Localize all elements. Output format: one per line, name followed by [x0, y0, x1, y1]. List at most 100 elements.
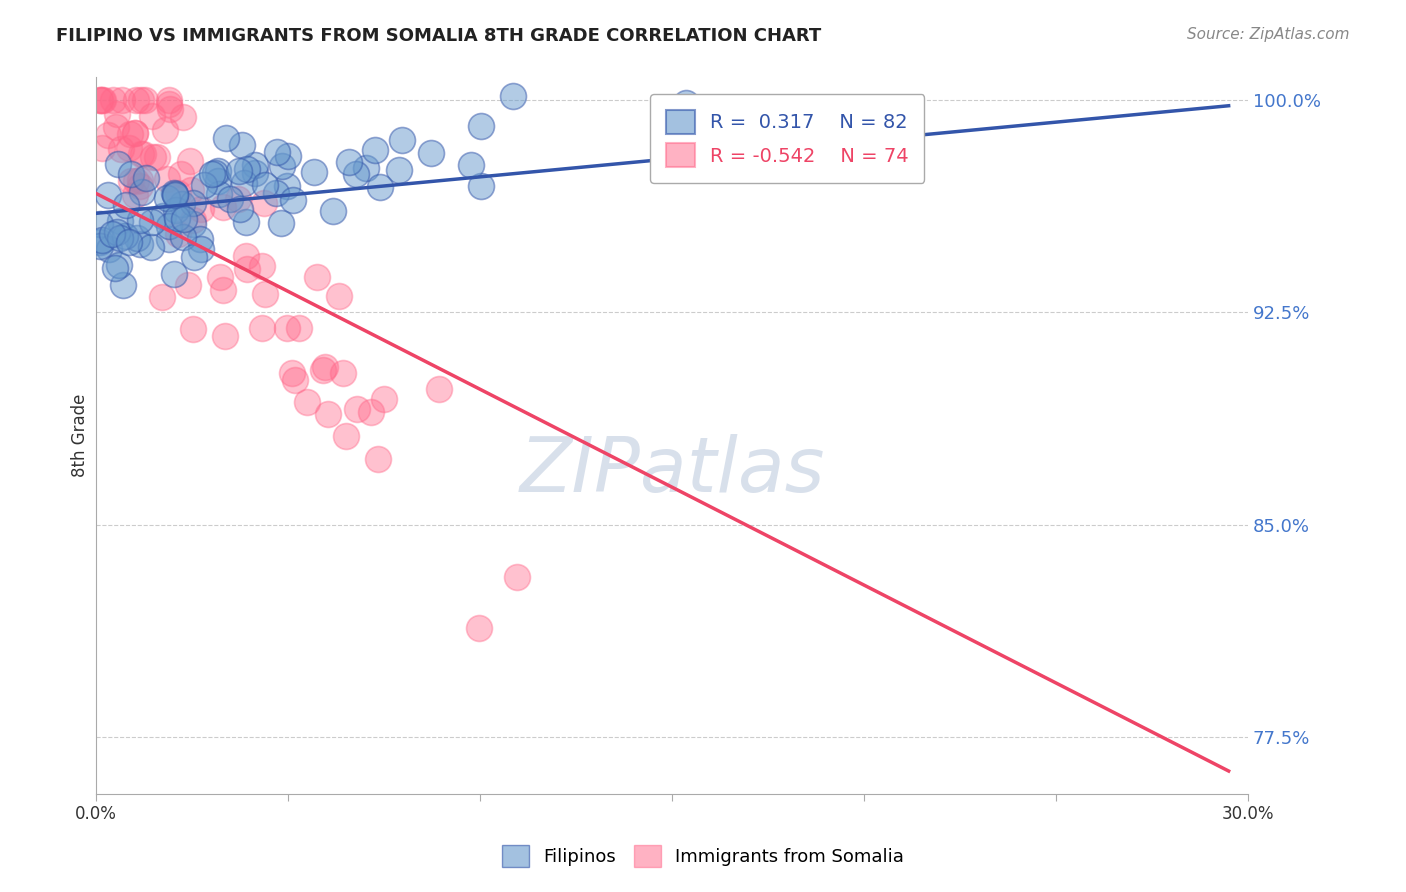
- Point: [235, 249, 257, 263]
- Point: [107, 157, 129, 171]
- Point: [502, 89, 524, 103]
- Point: [276, 178, 298, 193]
- Point: [134, 93, 156, 107]
- Point: [302, 165, 325, 179]
- Point: [89, 235, 111, 249]
- Point: [156, 172, 179, 186]
- Point: [157, 93, 180, 107]
- Point: [157, 232, 180, 246]
- Point: [159, 103, 181, 117]
- Point: [243, 158, 266, 172]
- Point: [231, 137, 253, 152]
- Point: [150, 290, 173, 304]
- Point: [208, 187, 231, 202]
- Point: [388, 163, 411, 178]
- Point: [118, 127, 141, 141]
- Point: [97, 188, 120, 202]
- Point: [124, 188, 146, 202]
- Point: [305, 270, 328, 285]
- Point: [163, 188, 186, 202]
- Point: [172, 196, 194, 211]
- Point: [129, 236, 152, 251]
- Point: [91, 93, 114, 107]
- Point: [250, 321, 273, 335]
- Point: [207, 163, 229, 178]
- Point: [201, 167, 224, 181]
- Point: [344, 168, 367, 182]
- Point: [183, 213, 205, 227]
- Point: [146, 150, 169, 164]
- Point: [193, 178, 215, 192]
- Point: [142, 150, 165, 164]
- Point: [173, 211, 195, 226]
- Point: [110, 93, 132, 107]
- Point: [89, 93, 111, 107]
- Point: [245, 166, 267, 180]
- Point: [460, 158, 482, 172]
- Point: [120, 167, 142, 181]
- Point: [228, 163, 250, 178]
- Point: [163, 267, 186, 281]
- Text: FILIPINO VS IMMIGRANTS FROM SOMALIA 8TH GRADE CORRELATION CHART: FILIPINO VS IMMIGRANTS FROM SOMALIA 8TH …: [56, 27, 821, 45]
- Point: [163, 186, 186, 201]
- Point: [155, 122, 177, 136]
- Point: [506, 570, 529, 584]
- Point: [337, 155, 360, 169]
- Point: [107, 258, 129, 272]
- Point: [179, 154, 201, 169]
- Point: [110, 142, 132, 156]
- Point: [236, 261, 259, 276]
- Point: [373, 392, 395, 406]
- Point: [212, 200, 235, 214]
- Point: [173, 229, 195, 244]
- Point: [277, 149, 299, 163]
- Point: [167, 186, 190, 200]
- Point: [98, 242, 121, 256]
- Point: [254, 287, 277, 301]
- Point: [89, 93, 111, 107]
- Y-axis label: 8th Grade: 8th Grade: [72, 394, 89, 477]
- Point: [281, 193, 304, 207]
- Point: [125, 174, 148, 188]
- Point: [97, 128, 120, 142]
- Point: [129, 172, 152, 186]
- Point: [284, 373, 307, 387]
- Point: [270, 159, 292, 173]
- Point: [253, 178, 276, 193]
- Point: [226, 192, 249, 206]
- Point: [470, 179, 492, 194]
- Point: [391, 133, 413, 147]
- Legend: R =  0.317    N = 82, R = -0.542    N = 74: R = 0.317 N = 82, R = -0.542 N = 74: [650, 95, 924, 183]
- Point: [360, 405, 382, 419]
- Point: [297, 395, 319, 409]
- Point: [108, 230, 131, 244]
- Point: [91, 233, 114, 247]
- Point: [328, 289, 350, 303]
- Point: [100, 227, 122, 241]
- Point: [253, 196, 276, 211]
- Point: [214, 329, 236, 343]
- Point: [105, 226, 128, 240]
- Point: [111, 278, 134, 293]
- Point: [118, 141, 141, 155]
- Point: [252, 260, 274, 274]
- Point: [129, 179, 152, 194]
- Point: [124, 126, 146, 140]
- Point: [117, 235, 139, 249]
- Point: [219, 192, 242, 206]
- Point: [427, 383, 450, 397]
- Point: [332, 366, 354, 380]
- Point: [135, 171, 157, 186]
- Point: [207, 174, 229, 188]
- Legend: Filipinos, Immigrants from Somalia: Filipinos, Immigrants from Somalia: [495, 838, 911, 874]
- Point: [312, 362, 335, 376]
- Point: [215, 131, 238, 145]
- Point: [141, 109, 163, 123]
- Point: [229, 202, 252, 216]
- Point: [364, 143, 387, 157]
- Point: [108, 214, 131, 228]
- Point: [132, 146, 155, 161]
- Point: [180, 183, 202, 197]
- Point: [183, 322, 205, 336]
- Point: [141, 215, 163, 229]
